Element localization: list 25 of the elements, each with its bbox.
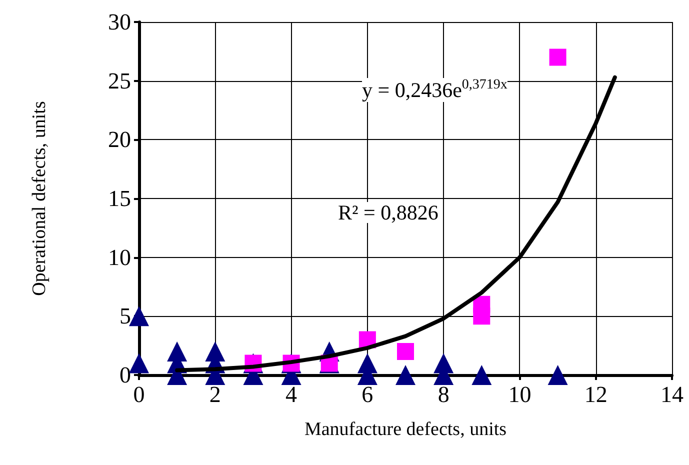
y-tick-label: 5	[120, 304, 131, 329]
point	[129, 353, 149, 374]
annotation: R² = 0,8826	[338, 200, 438, 224]
point	[473, 296, 490, 313]
y-tick-label: 15	[108, 186, 131, 211]
y-tick-label: 30	[108, 10, 131, 34]
point	[129, 306, 149, 326]
x-tick-label: 4	[286, 382, 298, 407]
point	[549, 48, 566, 66]
y-tick-label: 20	[108, 127, 131, 152]
x-tick-label: 14	[660, 382, 684, 407]
x-tick-label: 8	[438, 382, 450, 407]
point	[472, 365, 492, 385]
x-tick-label: 2	[209, 382, 221, 407]
x-tick-label: 10	[508, 382, 532, 407]
point	[397, 342, 414, 360]
x-tick-label: 6	[362, 382, 374, 407]
y-tick-label: 10	[108, 244, 131, 270]
x-axis-title: Manufacture defects, units	[304, 419, 507, 440]
x-tick-label: 12	[584, 382, 608, 407]
y-tick-label: 25	[108, 68, 131, 94]
point	[396, 365, 416, 385]
point	[548, 365, 568, 385]
y-tick-label: 0	[120, 362, 131, 388]
y-axis-title: Operational defects, units	[29, 101, 50, 296]
